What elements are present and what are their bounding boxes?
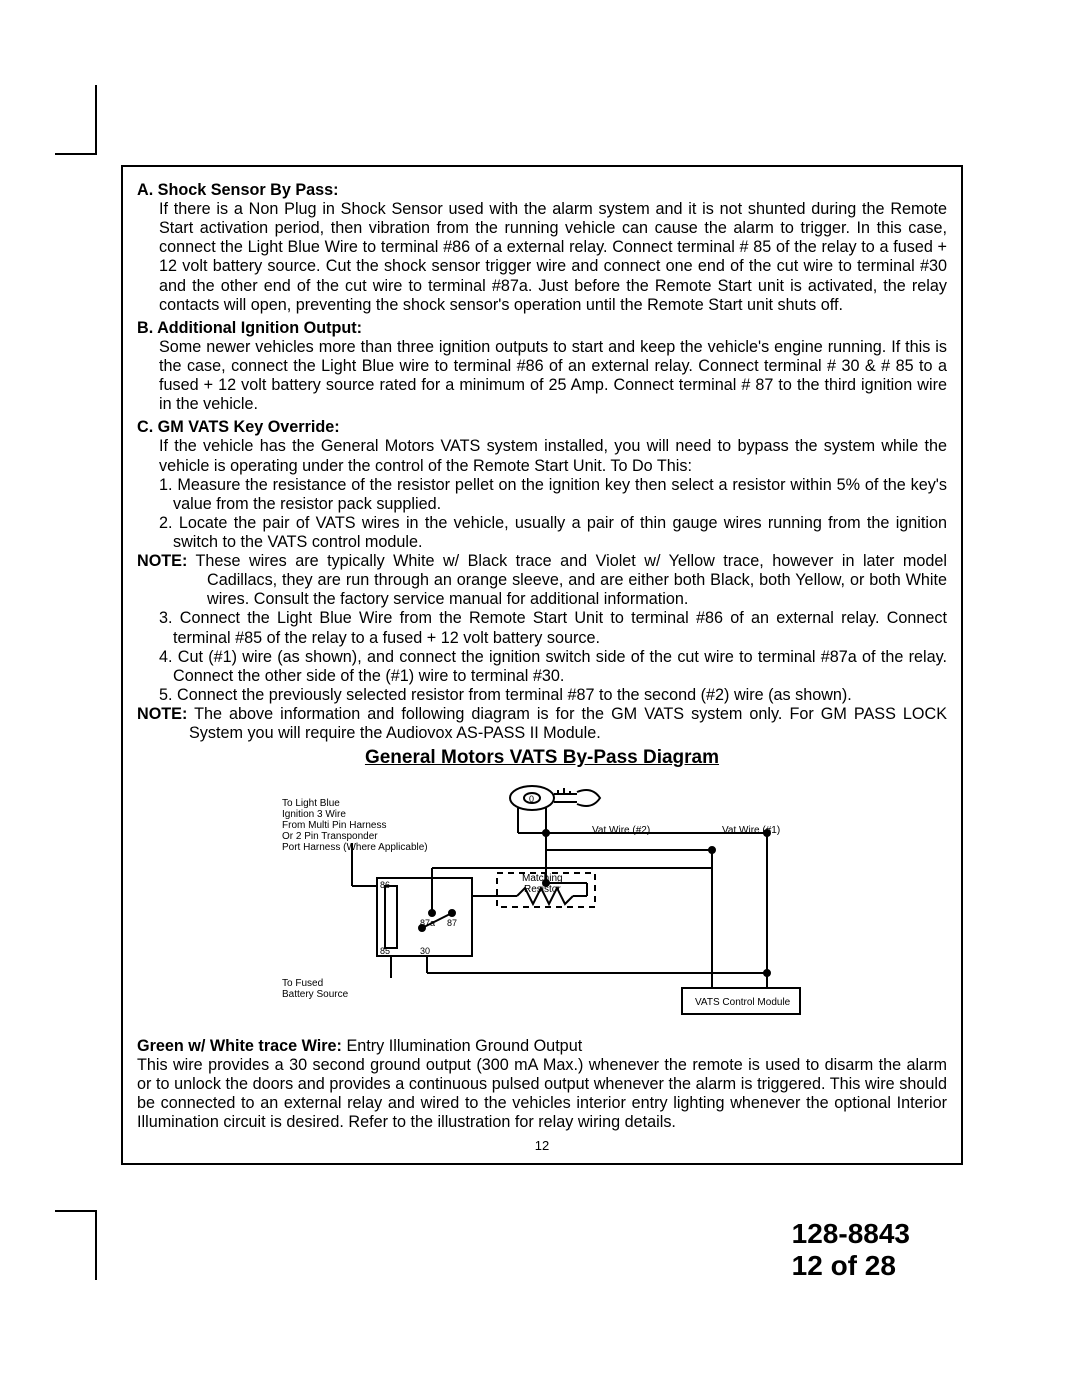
svg-text:30: 30 (420, 946, 430, 956)
note-text: The above information and following diag… (187, 705, 947, 742)
page-footer: 128-8843 12 of 28 (792, 1218, 910, 1282)
inner-page-number: 12 (137, 1138, 947, 1153)
note-text: These wires are typically White w/ Black… (187, 552, 947, 608)
page-of: 12 of 28 (792, 1250, 910, 1282)
section-c-heading: C. GM VATS Key Override: (137, 418, 947, 437)
crop-mark (55, 1210, 97, 1212)
section-c-item5: 5. Connect the previously selected resis… (159, 686, 947, 705)
green-wire-label: Entry Illumination Ground Output (342, 1037, 582, 1055)
green-wire-heading: Green w/ White trace Wire: (137, 1037, 342, 1055)
green-wire-body: This wire provides a 30 second ground ou… (137, 1056, 947, 1132)
section-b-heading: B. Additional Ignition Output: (137, 319, 947, 338)
section-b-body: Some newer vehicles more than three igni… (159, 338, 947, 414)
section-c-item2: 2. Locate the pair of VATS wires in the … (159, 514, 947, 552)
svg-text:Or 2 Pin Transponder: Or 2 Pin Transponder (282, 831, 378, 842)
section-c-note2: NOTE: The above information and followin… (137, 705, 947, 743)
svg-text:VATS Control Module: VATS Control Module (695, 997, 791, 1008)
svg-text:To Fused: To Fused (282, 978, 323, 989)
svg-text:To Light Blue: To Light Blue (282, 798, 340, 809)
svg-text:From Multi Pin Harness: From Multi Pin Harness (282, 820, 386, 831)
section-c-item3: 3. Connect the Light Blue Wire from the … (159, 609, 947, 647)
green-wire-section: Green w/ White trace Wire: Entry Illumin… (137, 1037, 947, 1056)
crop-mark (95, 85, 97, 155)
svg-text:86: 86 (380, 880, 390, 890)
svg-text:Port Harness (Where Applicable: Port Harness (Where Applicable) (282, 842, 428, 853)
svg-text:0: 0 (529, 794, 534, 804)
svg-text:Vat Wire (#1): Vat Wire (#1) (722, 825, 780, 836)
section-c-item4: 4. Cut (#1) wire (as shown), and connect… (159, 648, 947, 686)
svg-text:87a: 87a (420, 918, 435, 928)
svg-text:85: 85 (380, 946, 390, 956)
svg-text:Ignition 3 Wire: Ignition 3 Wire (282, 809, 346, 820)
section-a-heading: A. Shock Sensor By Pass: (137, 181, 947, 200)
section-c-body: If the vehicle has the General Motors VA… (159, 437, 947, 475)
vats-diagram: 0 (282, 778, 802, 1033)
note-label: NOTE: (137, 705, 187, 723)
doc-number: 128-8843 (792, 1218, 910, 1250)
section-c-item1: 1. Measure the resistance of the resisto… (159, 476, 947, 514)
note-label: NOTE: (137, 552, 187, 570)
crop-mark (95, 1210, 97, 1280)
crop-mark (55, 153, 97, 155)
svg-text:Vat Wire (#2): Vat Wire (#2) (592, 825, 650, 836)
svg-text:Battery Source: Battery Source (282, 989, 349, 1000)
page-content-box: A. Shock Sensor By Pass: If there is a N… (121, 165, 963, 1165)
diagram-title: General Motors VATS By-Pass Diagram (137, 747, 947, 769)
svg-text:87: 87 (447, 918, 457, 928)
section-c-note1: NOTE: These wires are typically White w/… (137, 552, 947, 609)
section-a-body: If there is a Non Plug in Shock Sensor u… (159, 200, 947, 315)
